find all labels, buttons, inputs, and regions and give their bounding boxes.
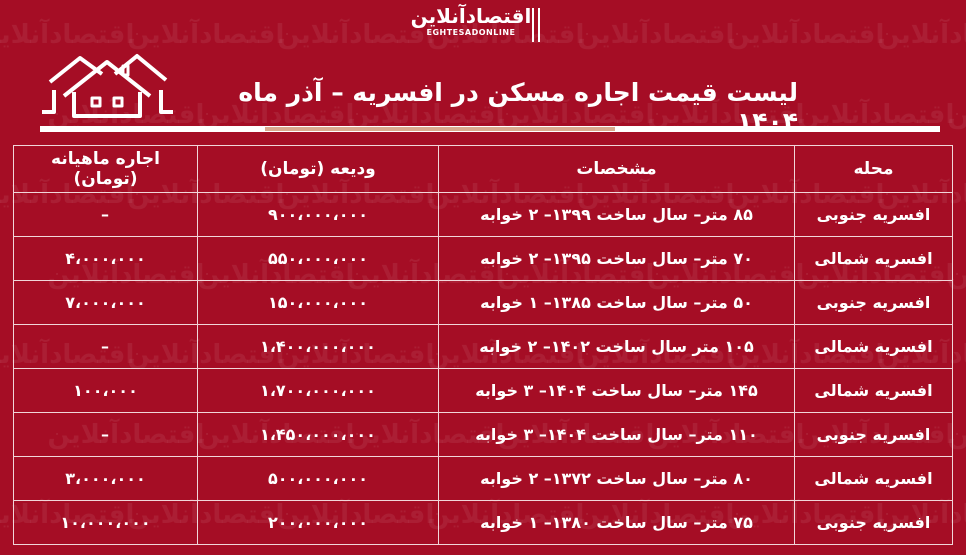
cell-spec: ۷۰ متر– سال ساخت ۱۳۹۵– ۲ خوابه <box>438 236 795 281</box>
cell-rent: – <box>13 192 198 237</box>
table-row: افسریه شمالی ۱۴۵ متر– سال ساخت ۱۴۰۴– ۳ خو… <box>13 368 953 413</box>
table-row: افسریه شمالی ۷۰ متر– سال ساخت ۱۳۹۵– ۲ خوا… <box>13 236 953 281</box>
cell-spec: ۵۰ متر– سال ساخت ۱۳۸۵– ۱ خوابه <box>438 280 795 325</box>
table-row: افسریه شمالی ۱۰۵ متر سال ساخت ۱۴۰۲– ۲ خوا… <box>13 324 953 369</box>
cell-spec: ۱۱۰ متر– سال ساخت ۱۴۰۴– ۳ خوابه <box>438 412 795 457</box>
cell-rent: ۱۰۰،۰۰۰ <box>13 368 198 413</box>
rent-price-table: محله مشخصات ودیعه (تومان) اجاره ماهیانه … <box>13 145 953 545</box>
cell-spec: ۸۰ متر– سال ساخت ۱۳۷۲– ۲ خوابه <box>438 456 795 501</box>
table-row: افسریه جنوبی ۷۵ متر– سال ساخت ۱۳۸۰– ۱ خوا… <box>13 500 953 545</box>
cell-rent: – <box>13 324 198 369</box>
cell-rent: ۱۰،۰۰۰،۰۰۰ <box>13 500 198 545</box>
cell-area: افسریه شمالی <box>794 236 953 281</box>
column-header-area: محله <box>794 145 953 193</box>
cell-spec: ۱۰۵ متر سال ساخت ۱۴۰۲– ۲ خوابه <box>438 324 795 369</box>
cell-area: افسریه جنوبی <box>794 192 953 237</box>
cell-area: افسریه جنوبی <box>794 280 953 325</box>
cell-deposit: ۱۵۰،۰۰۰،۰۰۰ <box>197 280 439 325</box>
watermark: اقتصادآنلاین <box>877 20 966 50</box>
cell-deposit: ۱،۷۰۰،۰۰۰،۰۰۰ <box>197 368 439 413</box>
cell-rent: – <box>13 412 198 457</box>
table-row: افسریه شمالی ۸۰ متر– سال ساخت ۱۳۷۲– ۲ خوا… <box>13 456 953 501</box>
cell-rent: ۴،۰۰۰،۰۰۰ <box>13 236 198 281</box>
cell-deposit: ۵۰۰،۰۰۰،۰۰۰ <box>197 456 439 501</box>
cell-deposit: ۱،۴۰۰،۰۰۰،۰۰۰ <box>197 324 439 369</box>
title-divider-accent <box>265 127 615 131</box>
watermark: اقتصادآنلاین <box>127 20 285 50</box>
table-row: افسریه جنوبی ۱۱۰ متر– سال ساخت ۱۴۰۴– ۳ خو… <box>13 412 953 457</box>
cell-deposit: ۵۵۰،۰۰۰،۰۰۰ <box>197 236 439 281</box>
cell-area: افسریه شمالی <box>794 368 953 413</box>
logo-text-en: EGHTESADONLINE <box>426 28 516 37</box>
column-header-rent: اجاره ماهیانه (تومان) <box>13 145 198 193</box>
cell-rent: ۳،۰۰۰،۰۰۰ <box>13 456 198 501</box>
table-header-row: محله مشخصات ودیعه (تومان) اجاره ماهیانه … <box>13 145 953 193</box>
cell-deposit: ۱،۴۵۰،۰۰۰،۰۰۰ <box>197 412 439 457</box>
column-header-spec: مشخصات <box>438 145 795 193</box>
watermark: اقتصادآنلاین <box>577 20 735 50</box>
brand-logo: اقتصادآنلاین EGHTESADONLINE <box>408 4 540 44</box>
cell-area: افسریه جنوبی <box>794 412 953 457</box>
watermark: اقتصادآنلاین <box>0 20 135 50</box>
cell-area: افسریه شمالی <box>794 324 953 369</box>
houses-icon <box>42 54 173 118</box>
cell-spec: ۱۴۵ متر– سال ساخت ۱۴۰۴– ۳ خوابه <box>438 368 795 413</box>
logo-bars <box>532 8 540 42</box>
cell-deposit: ۲۰۰،۰۰۰،۰۰۰ <box>197 500 439 545</box>
cell-deposit: ۹۰۰،۰۰۰،۰۰۰ <box>197 192 439 237</box>
watermark: اقتصادآنلاین <box>947 100 966 130</box>
cell-area: افسریه شمالی <box>794 456 953 501</box>
column-header-deposit: ودیعه (تومان) <box>197 145 439 193</box>
cell-spec: ۷۵ متر– سال ساخت ۱۳۸۰– ۱ خوابه <box>438 500 795 545</box>
cell-spec: ۸۵ متر– سال ساخت ۱۳۹۹– ۲ خوابه <box>438 192 795 237</box>
logo-text-fa: اقتصادآنلاین <box>410 4 532 28</box>
table-row: افسریه جنوبی ۵۰ متر– سال ساخت ۱۳۸۵– ۱ خوا… <box>13 280 953 325</box>
cell-rent: ۷،۰۰۰،۰۰۰ <box>13 280 198 325</box>
cell-area: افسریه جنوبی <box>794 500 953 545</box>
watermark: اقتصادآنلاین <box>727 20 885 50</box>
table-row: افسریه جنوبی ۸۵ متر– سال ساخت ۱۳۹۹– ۲ خوا… <box>13 192 953 237</box>
